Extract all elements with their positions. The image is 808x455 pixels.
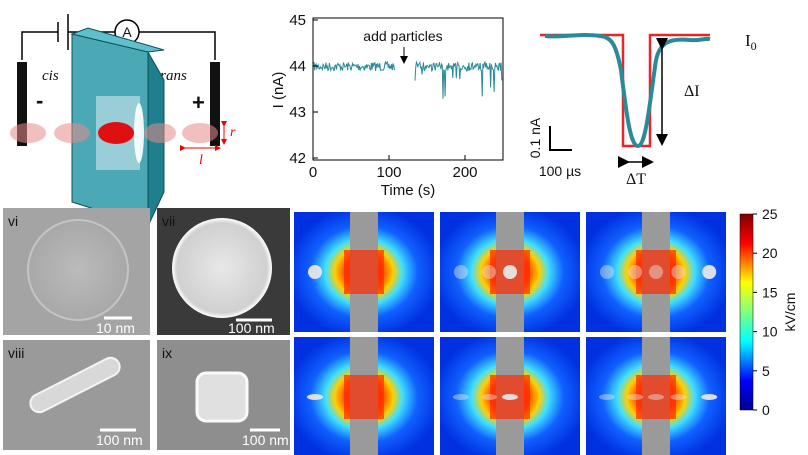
pore-exit	[134, 103, 144, 163]
sim-particle	[599, 394, 615, 400]
trace-before	[313, 60, 395, 73]
scale-label: 10 nm	[96, 320, 135, 336]
membrane-top	[70, 27, 165, 53]
ammeter-label: A	[122, 24, 132, 40]
panel-label: ix	[162, 345, 172, 361]
baseline-main: I	[745, 31, 751, 50]
plot-frame	[312, 17, 504, 161]
scale-label: 100 nm	[228, 320, 275, 336]
schematic: A - + cis trans r l	[10, 14, 236, 227]
delta-t-label: ΔT	[626, 171, 646, 188]
sim-particle	[502, 394, 518, 400]
y-tick-label: 42	[289, 150, 306, 167]
scale-label: 100 nm	[96, 432, 143, 448]
colorbar-tick-label: 25	[762, 206, 778, 222]
scale-bar	[549, 126, 572, 151]
sim-particle	[628, 265, 642, 279]
sim-particle	[307, 394, 323, 400]
colorbar: 25 20 15 10 5 0 kV/cm	[739, 206, 798, 418]
sim-particle	[702, 265, 717, 279]
pulse: I0 ΔI ΔT 0.1 nA 100 µs	[527, 31, 757, 188]
particle-image	[172, 218, 272, 318]
scale-label: 100 nm	[242, 432, 289, 448]
particle-image	[195, 371, 249, 423]
y-axis-label: I (nA)	[270, 72, 287, 109]
electrode	[17, 62, 27, 146]
sim-particle	[671, 265, 686, 279]
colorbar-tick-label: 0	[762, 402, 770, 418]
r-label: r	[230, 125, 236, 140]
pore-field	[344, 250, 384, 294]
pore-field	[636, 250, 676, 294]
sim-particle	[600, 265, 614, 279]
sim-particle	[627, 394, 643, 400]
y-tick-label: 44	[289, 58, 306, 75]
x-tick-label: 0	[309, 164, 317, 181]
simulations	[294, 212, 726, 455]
baseline-sub: 0	[751, 39, 757, 53]
ticks: 45 44 43 420 100 200	[289, 12, 477, 181]
sim-particle	[503, 265, 517, 279]
sim-particle	[701, 394, 718, 400]
electrode	[210, 62, 220, 146]
current-trace	[313, 60, 503, 99]
x-tick-label: 200	[452, 164, 477, 181]
baseline-label: I0	[745, 31, 757, 53]
y-tick-label: 43	[289, 104, 306, 121]
colorbar-ticks: 25 20 15 10 5 0	[753, 206, 778, 418]
particle-in-pore	[98, 122, 134, 144]
trace-plot: 45 44 43 420 100 200 Time (s) I (nA) add part…	[270, 12, 504, 199]
colorbar-tick-label: 5	[762, 363, 770, 379]
particle-image	[29, 356, 121, 414]
scale-x-label: 100 µs	[539, 163, 581, 179]
measured-pulse	[544, 33, 711, 149]
trace-after	[414, 60, 503, 99]
sim-particle	[454, 265, 468, 279]
colorbar-label: kV/cm	[782, 293, 798, 332]
pore-field	[344, 375, 384, 419]
x-axis-label: Time (s)	[381, 182, 435, 199]
colorbar-tick-label: 10	[762, 324, 778, 340]
micrographs: vi vii viii ix 10 nm 100 nm 100 nm 100 n…	[3, 208, 290, 450]
minus: -	[36, 88, 43, 113]
scale-y-label: 0.1 nA	[527, 117, 543, 158]
sim-particle	[670, 394, 687, 400]
panel-label: vi	[8, 213, 18, 229]
y-tick-label: 45	[289, 12, 306, 29]
sim-particle	[308, 265, 322, 279]
sim-particle	[648, 394, 664, 400]
sim-particle	[453, 394, 469, 400]
annotation: add particles	[363, 28, 442, 44]
panel-label: vii	[162, 213, 175, 229]
sim-particle	[649, 265, 663, 279]
panel-label: viii	[8, 345, 24, 361]
sim-particle	[482, 265, 496, 279]
sim-particle	[481, 394, 497, 400]
particle-image	[27, 219, 129, 321]
colorbar-scale	[739, 213, 754, 411]
colorbar-tick-label: 20	[762, 245, 778, 261]
colorbar-tick-label: 15	[762, 284, 778, 300]
plus: +	[192, 90, 205, 115]
particles	[10, 123, 218, 143]
l-label: l	[199, 153, 203, 168]
pore-field	[636, 375, 676, 419]
x-tick-label: 100	[376, 164, 401, 181]
delta-i-label: ΔI	[684, 83, 700, 100]
cis-label: cis	[42, 68, 59, 84]
